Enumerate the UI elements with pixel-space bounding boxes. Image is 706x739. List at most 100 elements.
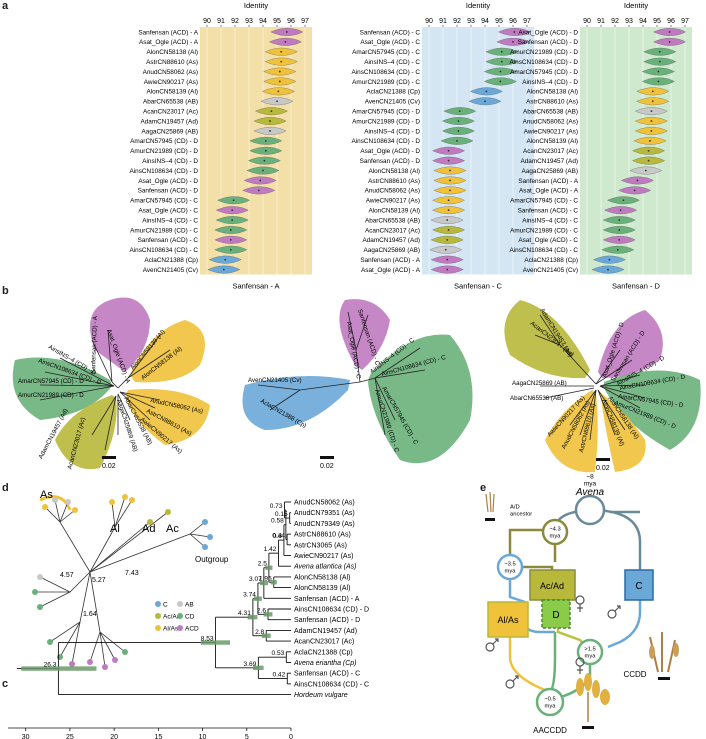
t2-scale-label: 0.02: [320, 463, 334, 470]
node-age-label: 4.31: [238, 610, 251, 617]
violin-median: [651, 100, 654, 103]
violin-median: [447, 149, 450, 152]
violin-median: [500, 60, 503, 63]
row-label: AdamCN19457 (Ad): [362, 237, 420, 244]
violin-median: [269, 120, 271, 122]
e-male-symbol-3: [505, 675, 519, 689]
tip-label: Hordeum vulgare: [294, 692, 348, 699]
e-root-node: [574, 494, 606, 526]
node-age-label: 3.07: [249, 576, 262, 583]
e-ccdd-label: CCDD: [623, 670, 646, 679]
c-axis-tick-label: 25: [66, 734, 74, 739]
blob3-acd-d: [598, 310, 663, 378]
tip-label: AstrCN88610 (As): [294, 532, 351, 539]
e-female-symbol-1: [575, 595, 585, 612]
panel-label-c: c: [2, 678, 9, 690]
blob3-as: [545, 390, 598, 473]
violin-median: [231, 219, 234, 221]
e-box-d-label: D: [552, 610, 559, 621]
violin-median: [650, 110, 653, 113]
hpd-bar: [261, 633, 271, 638]
node-age-label: 2.5: [258, 561, 267, 568]
row-label: Asat_Ogle (ACD) - D: [138, 178, 198, 185]
row-label: AmarCN57945 (CD) - C: [352, 49, 420, 56]
hpd-bar: [263, 612, 273, 617]
violin-median: [657, 70, 660, 73]
row-label: AinsCN108634 (CD) - D: [351, 138, 420, 145]
row-label: Sanfensan (ACD) - C: [138, 237, 199, 244]
tip-label: Sanfensan (ACD) - D: [294, 617, 360, 624]
row-label: AlonCN58139 (Al): [526, 138, 578, 145]
row-label: AcanCN23017 (Ac): [143, 108, 198, 115]
tree-1-branches: [39, 329, 171, 451]
violin-median: [512, 40, 514, 43]
violin-median: [657, 80, 660, 83]
row-label: Sanfensan (ACD) - A: [518, 178, 578, 185]
e-box-acad-label: Ac/Ad: [540, 581, 564, 591]
tick-label: 93: [245, 18, 253, 25]
tip-label: AcanCN23017 (Ac): [294, 639, 354, 646]
row-label: Asat_Ogle (ACD) - A: [139, 39, 199, 46]
tick-label: 93: [467, 18, 475, 25]
violin-median: [447, 209, 450, 212]
row-label: AinsINS–4 (CD) - C: [364, 59, 420, 66]
node-age-label: 0.53: [271, 650, 284, 657]
violin-median: [229, 248, 232, 251]
violin-median: [269, 130, 271, 132]
d-clade-as: As: [40, 489, 53, 501]
t3-label-9: AagaCN25869 (AB): [512, 380, 567, 387]
tick-label: 95: [653, 18, 661, 25]
d-legend: C AB Ac/Ad CD Al/As ACD: [155, 601, 199, 633]
tip-label: AlonCN58139 (Al): [294, 585, 350, 592]
e-oat-illustration-aaccdd: [576, 673, 610, 729]
violin-median: [444, 248, 447, 251]
tree-3-branches: [534, 314, 646, 441]
violin-median: [257, 189, 260, 192]
d-value-457: 4.57: [60, 572, 74, 579]
hpd-bar: [265, 565, 273, 570]
violin-median: [500, 50, 503, 53]
row-label: AvenCN21405 (Cv): [365, 99, 420, 106]
row-label: Sanfensan (ACD) - D: [138, 188, 199, 195]
row-label: AcanCN23017 (Ac): [365, 227, 420, 234]
node-age-label: 3.74: [243, 592, 256, 599]
d-clade-al: Al: [110, 523, 120, 535]
violin-median: [644, 169, 647, 172]
violin-median: [280, 60, 283, 63]
violin-median: [284, 40, 287, 43]
t1-scale-label: 0.02: [102, 463, 116, 470]
violin-median: [650, 130, 653, 132]
violin-median: [457, 130, 460, 132]
row-label: AlonCN58138 (Al): [368, 168, 420, 175]
row-label: AinsINS–4 (CD) - D: [522, 79, 578, 86]
row-label: AcanCN23017 (Ac): [523, 148, 578, 155]
row-label: AmurCN21989 (CD) - D: [510, 49, 578, 56]
violin-median: [668, 31, 671, 33]
chart-title: Identity: [244, 1, 268, 10]
node-age-label: 8.53: [201, 636, 214, 643]
t1-label-7: AmarCN57945 (CD) - D: [18, 378, 84, 385]
violin-median: [647, 159, 650, 162]
d-value-164: 1.64: [83, 611, 97, 618]
row-label: AdamCN19457 (Ad): [520, 158, 578, 165]
tree-3: AdamCN19457 (Ad) AcanCN23017 (Ac) Asat_O…: [504, 300, 701, 473]
row-label: AlonCN58139 (Al): [368, 207, 420, 214]
tick-label: 94: [259, 18, 267, 25]
violin-median: [446, 268, 449, 271]
e-43-age: ~4.3 mya: [549, 527, 561, 540]
panel-b-unrooted-trees: Asat_Ogle (ACD) - A Sanfensan (ACD) - A …: [12, 297, 701, 473]
violin-median: [262, 169, 264, 172]
row-label: AwieCN90217 (As): [144, 79, 198, 86]
row-label: Asat_Ogle (ACD) - C: [518, 237, 578, 244]
violin-median: [278, 70, 281, 73]
node-age-label: 2.8: [255, 629, 264, 636]
row-label: Sanfensan (ACD) - C: [518, 207, 579, 214]
violin-median: [636, 179, 639, 182]
violin-median: [263, 159, 266, 162]
violin-median: [618, 219, 621, 221]
row-label: AclaCN21388 (Cp): [524, 257, 578, 264]
row-label: AnudCN58062 (As): [143, 69, 198, 76]
row-label: AmarCN57945 (CD) - C: [510, 198, 578, 205]
row-label: AmarCN57945 (CD) - D: [510, 69, 578, 76]
tick-label: 94: [639, 18, 647, 25]
